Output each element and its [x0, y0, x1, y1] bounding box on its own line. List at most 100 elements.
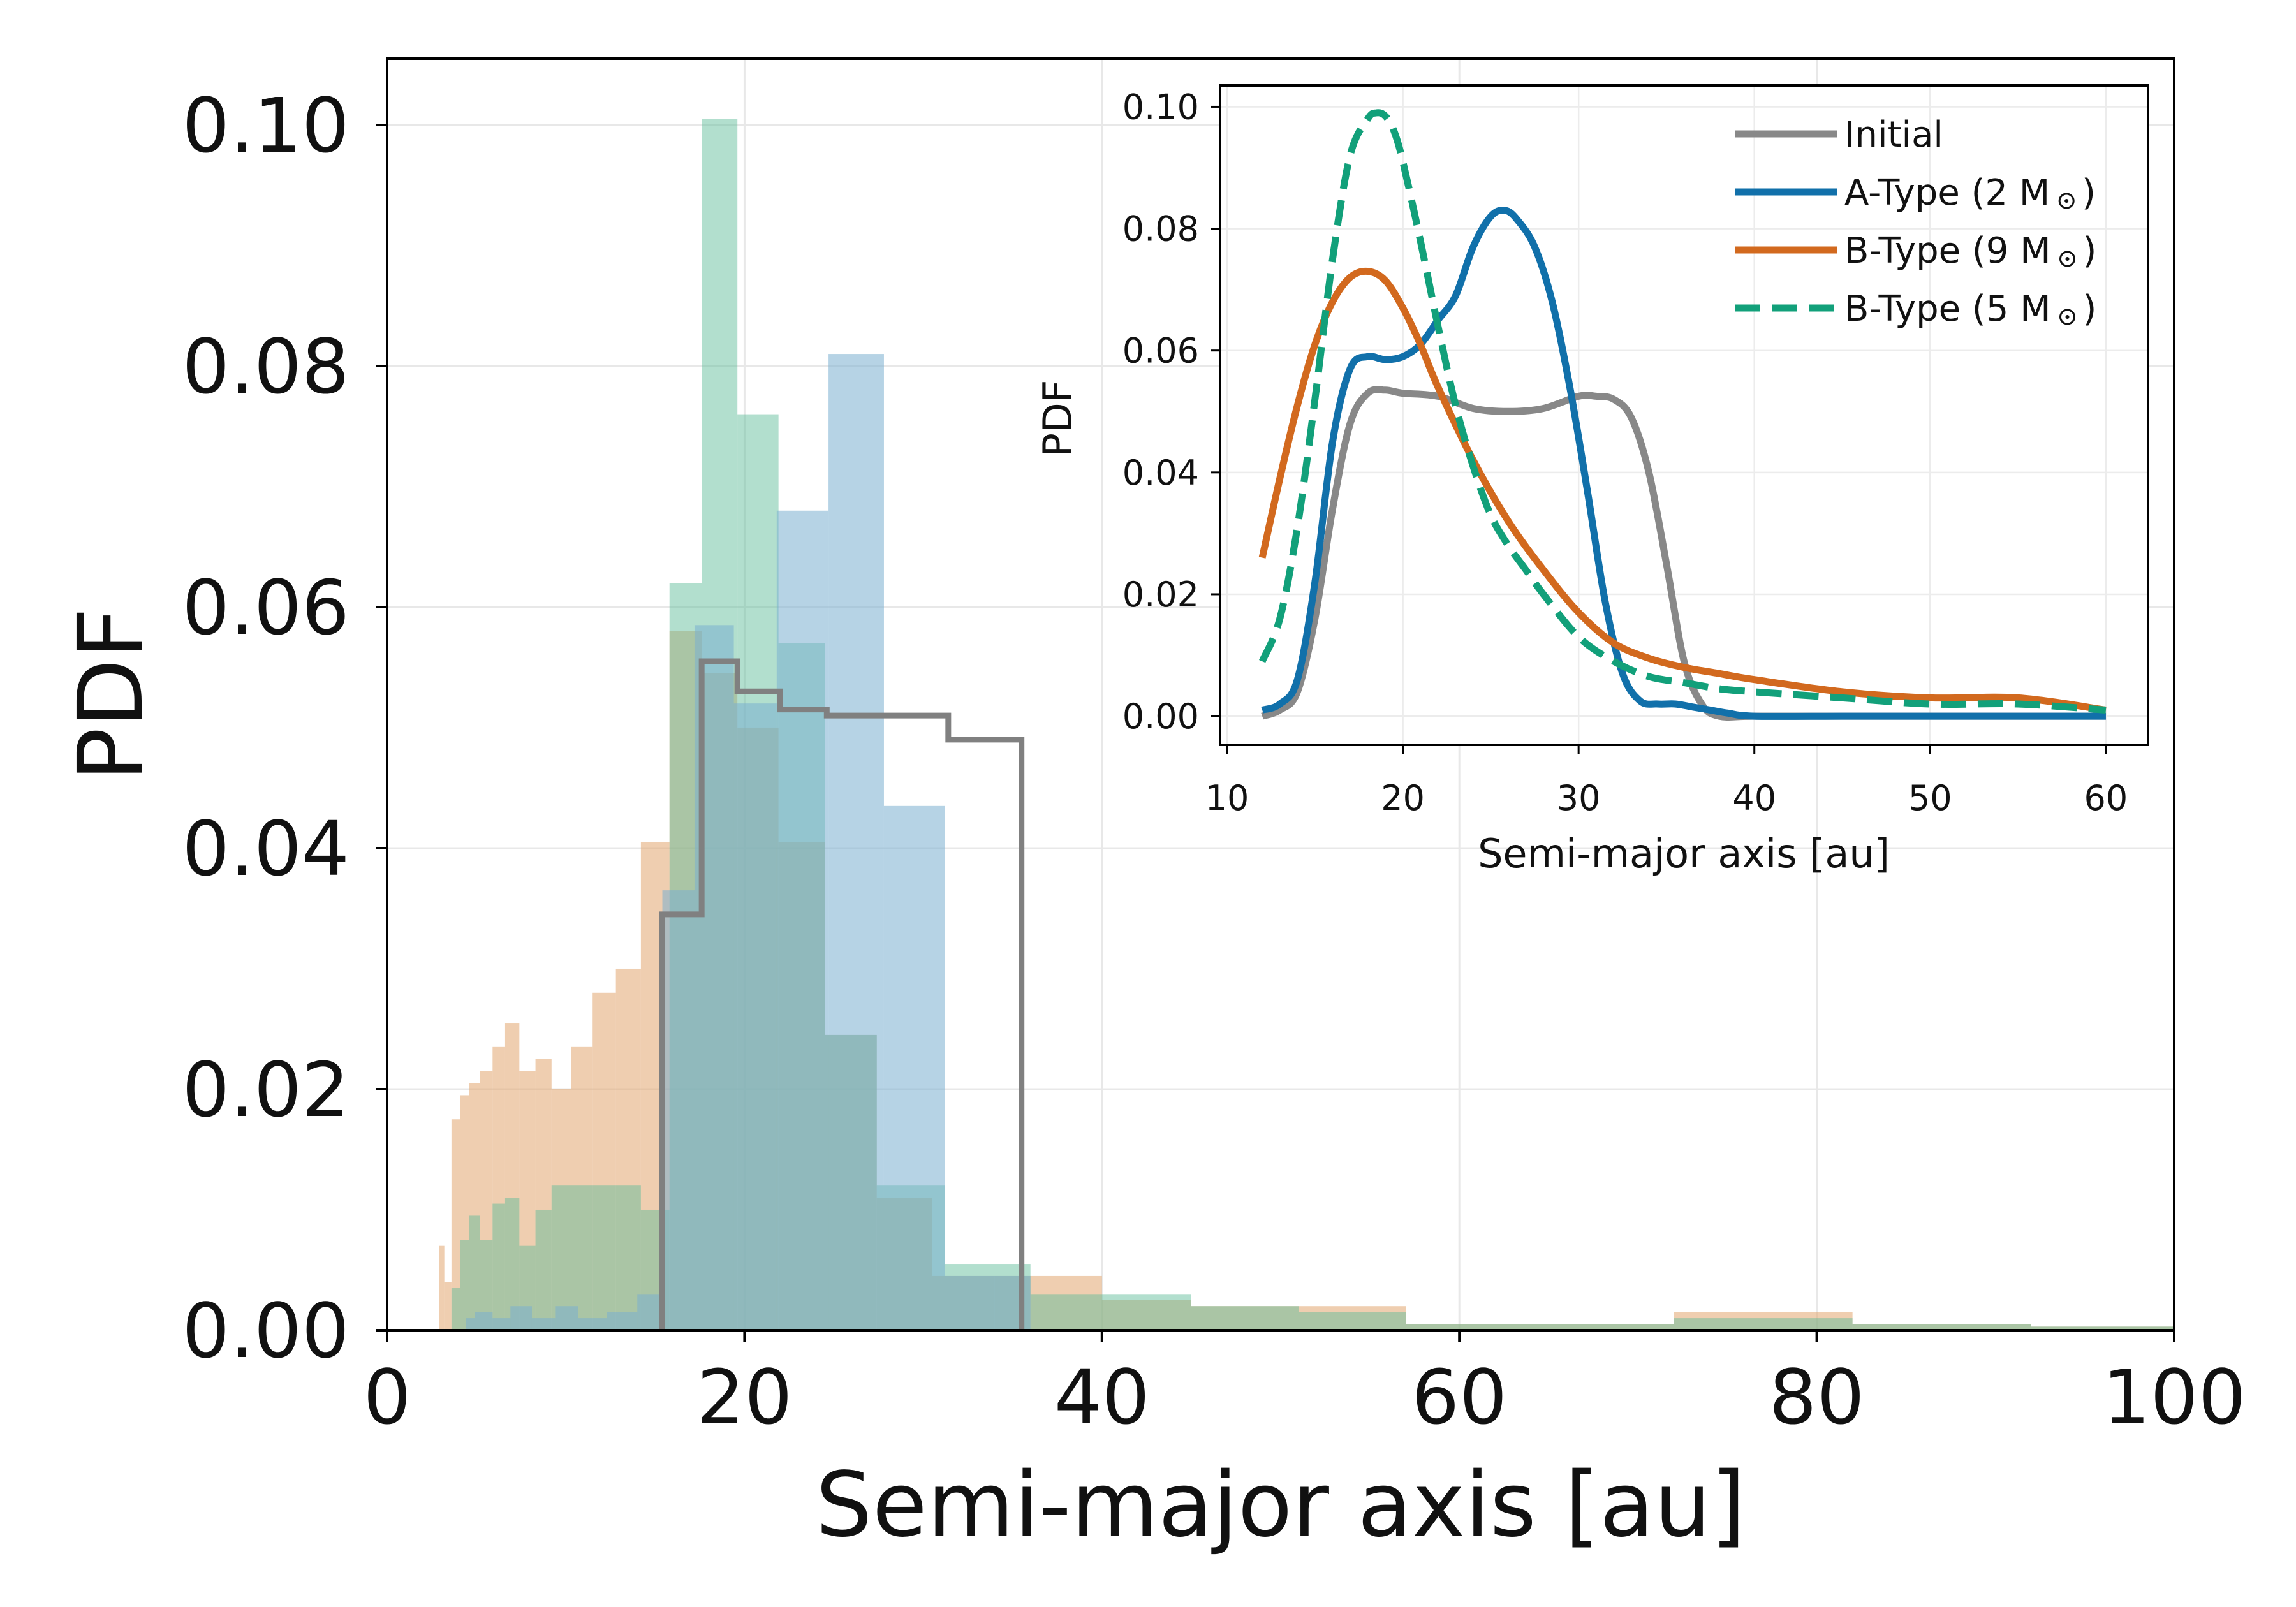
histogram-bar-series-0 — [535, 1059, 552, 1330]
histogram-bar-series-0 — [469, 1083, 480, 1330]
main-x-tick-label: 40 — [1054, 1353, 1150, 1441]
sun-symbol-icon — [2059, 309, 2076, 325]
histogram-bar-series-1 — [480, 1240, 493, 1330]
histogram-bar-series-2 — [531, 1318, 556, 1330]
histogram-bar-series-2 — [883, 805, 945, 1330]
inset-y-tick-label: 0.04 — [1122, 453, 1199, 493]
histogram-bar-series-0 — [1852, 1324, 2031, 1330]
main-initial-step-line — [659, 658, 1025, 1330]
histogram-bar-series-0 — [2031, 1326, 2174, 1330]
inset-y-tick-label: 0.06 — [1122, 331, 1199, 371]
inset-x-tick-label: 10 — [1205, 778, 1249, 818]
inset-x-tick-label: 30 — [1557, 778, 1601, 818]
inset-kde-axes: 10 20 30 40 50 60 0.00 0.02 0.04 0.06 0.08 0.10 Se… — [1034, 84, 2149, 877]
inset-x-axis-label: Semi-major axis [au] — [1478, 830, 1890, 877]
legend-entry-3: B-Type (5 M — [1844, 288, 2051, 330]
histogram-bar-series-0 — [1674, 1312, 1853, 1330]
inset-y-ticks: 0.00 0.02 0.04 0.06 0.08 0.10 — [1122, 87, 1220, 737]
histogram-bar-series-2 — [945, 1275, 1031, 1330]
histogram-bar-series-1 — [469, 1215, 480, 1330]
sun-symbol-dot — [2065, 315, 2070, 319]
histogram-bar-series-0 — [571, 1046, 593, 1330]
histogram-bar-series-0 — [615, 968, 641, 1330]
inset-x-tick-label: 60 — [2084, 778, 2128, 818]
main-y-tick-label: 0.00 — [182, 1287, 350, 1375]
main-y-tick-label: 0.08 — [182, 323, 350, 411]
main-x-ticks: 0 20 40 60 80 100 — [363, 1330, 2246, 1441]
sun-symbol-dot — [2065, 257, 2070, 261]
inset-plot-frame — [1219, 84, 2149, 746]
histogram-bar-series-0 — [592, 992, 616, 1330]
legend-entry-suffix: ) — [2083, 288, 2097, 330]
main-x-tick-label: 80 — [1769, 1353, 1865, 1441]
histogram-bar-series-2 — [466, 1318, 475, 1330]
histogram-bar-series-1 — [451, 1288, 460, 1330]
histogram-bar-series-0 — [1406, 1324, 1531, 1330]
histogram-bar-series-2 — [607, 1312, 638, 1330]
histogram-bar-series-2 — [578, 1318, 607, 1330]
inset-kde-lines — [1258, 109, 2107, 721]
inset-y-tick-label: 0.00 — [1122, 696, 1199, 737]
inset-x-tick-label: 40 — [1732, 778, 1776, 818]
histogram-bar-series-2 — [733, 703, 777, 1330]
histogram-bar-series-1 — [2031, 1326, 2174, 1330]
histogram-bar-series-0 — [519, 1071, 536, 1330]
inset-x-tick-label: 20 — [1381, 778, 1425, 818]
main-x-axis-label: Semi-major axis [au] — [816, 1453, 1746, 1557]
main-y-tick-label: 0.10 — [182, 82, 350, 170]
inset-x-tick-label: 50 — [1908, 778, 1952, 818]
histogram-bar-series-0 — [492, 1046, 505, 1330]
main-plot-frame — [386, 57, 2175, 1332]
main-histogram-bars — [439, 119, 2174, 1331]
histogram-bar-series-1 — [1406, 1324, 1531, 1330]
sun-symbol-ring — [2058, 193, 2075, 209]
histogram-bar-series-1 — [460, 1240, 469, 1330]
histogram-bar-series-2 — [475, 1312, 493, 1330]
histogram-bar-series-2 — [492, 1318, 511, 1330]
histogram-bar-series-0 — [1299, 1306, 1406, 1330]
inset-y-tick-label: 0.10 — [1122, 87, 1199, 127]
sun-symbol-icon — [2059, 251, 2076, 267]
legend-entry-1: A-Type (2 M — [1844, 172, 2050, 214]
histogram-bar-series-2 — [510, 1306, 532, 1330]
histogram-bar-series-1 — [1299, 1312, 1406, 1330]
histogram-bar-series-1 — [535, 1209, 552, 1330]
inset-x-ticks: 10 20 30 40 50 60 — [1205, 745, 2128, 818]
main-y-tick-label: 0.04 — [182, 805, 350, 893]
legend-entry-2: B-Type (9 M — [1844, 230, 2051, 272]
legend-entry-0: Initial — [1844, 114, 1943, 156]
histogram-bar-series-1 — [1852, 1324, 2031, 1330]
histogram-bar-series-0 — [439, 1245, 445, 1330]
histogram-bar-series-0 — [551, 1089, 571, 1330]
sun-symbol-ring — [2059, 251, 2076, 267]
histogram-bar-series-1 — [504, 1198, 520, 1330]
histogram-bar-series-0 — [504, 1023, 520, 1330]
legend-entry-suffix: ) — [2082, 172, 2096, 214]
histogram-bar-series-1 — [1531, 1324, 1674, 1330]
histogram-bar-series-2 — [828, 354, 884, 1331]
histogram-bar-series-1 — [1030, 1294, 1191, 1330]
kde-line-series-3 — [1259, 109, 2107, 714]
main-y-tick-label: 0.06 — [182, 564, 350, 652]
initial-step-line — [659, 658, 1025, 1330]
inset-legend: Initial A-Type (2 M) B-Type (9 M) B-Type (5… — [1735, 114, 2096, 330]
histogram-bar-series-1 — [492, 1203, 505, 1330]
main-x-tick-label: 20 — [696, 1353, 792, 1441]
inset-plot-background — [1220, 85, 2148, 745]
histogram-bar-series-2 — [776, 510, 829, 1330]
kde-line-series-1 — [1261, 207, 2106, 720]
histogram-bar-series-0 — [1101, 1300, 1191, 1330]
main-x-tick-label: 100 — [2102, 1353, 2246, 1441]
main-x-tick-label: 0 — [363, 1353, 411, 1441]
main-y-ticks: 0.00 0.02 0.04 0.06 0.08 0.10 — [182, 82, 387, 1375]
histogram-bar-series-0 — [1531, 1324, 1674, 1330]
histogram-bar-series-0 — [1191, 1306, 1299, 1330]
histogram-bar-series-0 — [480, 1071, 493, 1330]
inset-y-axis-label: PDF — [1034, 380, 1081, 457]
inset-y-tick-label: 0.08 — [1122, 209, 1199, 249]
sun-symbol-ring — [2059, 309, 2076, 325]
histogram-bar-series-1 — [1191, 1306, 1299, 1330]
histogram-bar-series-1 — [1674, 1318, 1853, 1330]
main-y-axis-label: PDF — [59, 608, 163, 782]
